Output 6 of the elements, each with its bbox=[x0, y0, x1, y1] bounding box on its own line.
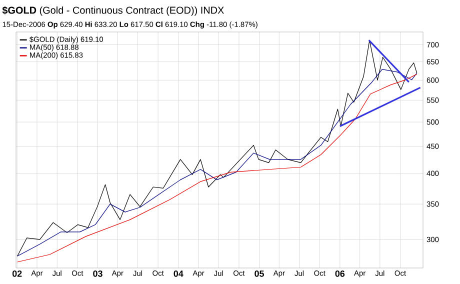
x-tick-label: 06 bbox=[335, 270, 345, 277]
x-tick-label: 04 bbox=[174, 270, 184, 277]
x-tick-label: 05 bbox=[254, 270, 264, 277]
chart-title: $GOLD (Gold - Continuous Contract (EOD)) INDX bbox=[2, 6, 224, 16]
x-tick-label: 03 bbox=[93, 270, 102, 277]
x-tick-label: 02 bbox=[12, 270, 22, 277]
